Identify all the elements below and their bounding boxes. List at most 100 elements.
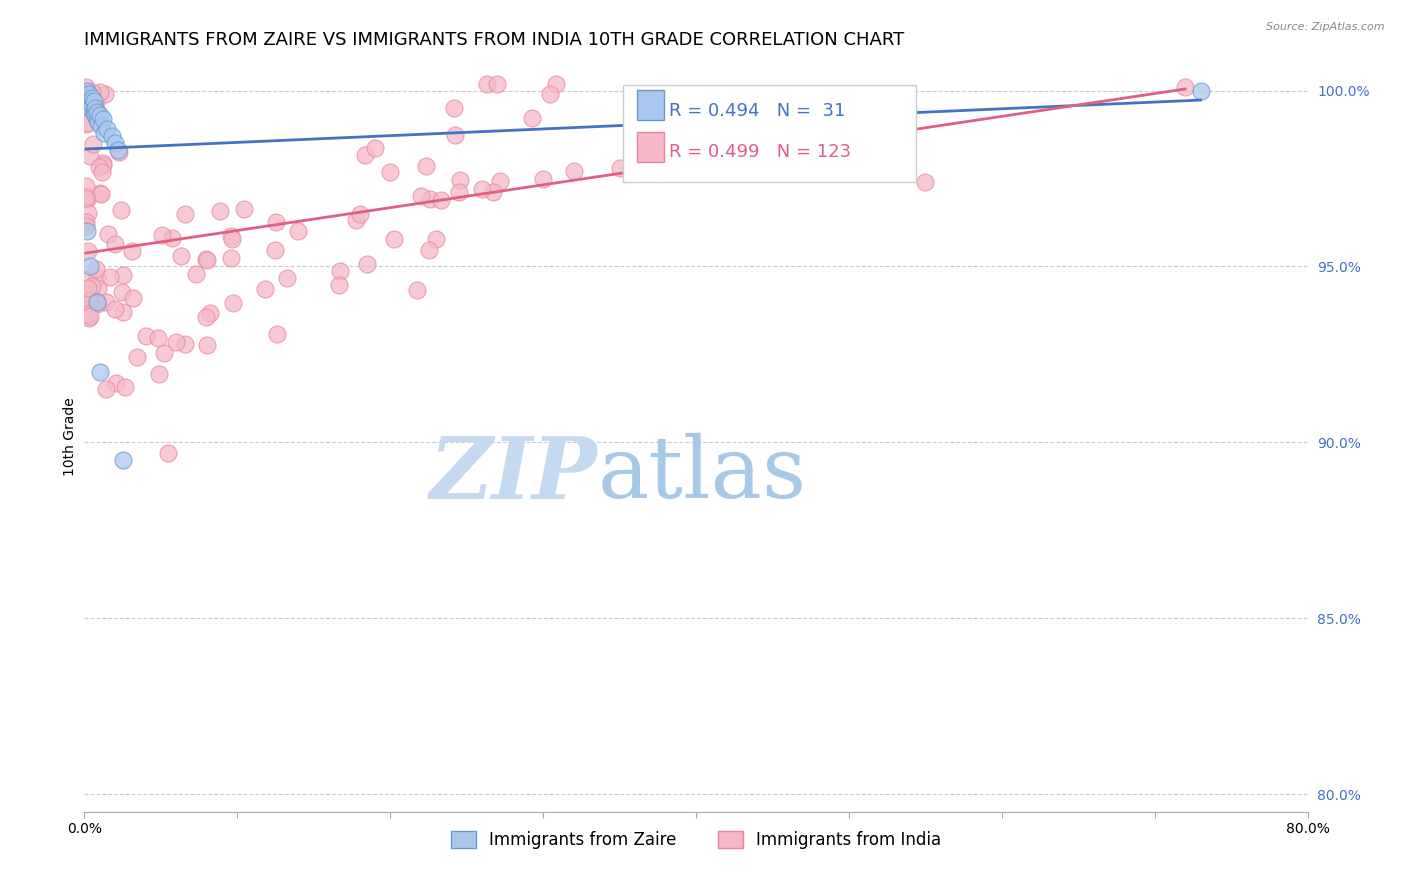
Point	[76, 191, 98, 205]
Point	[481, 186, 503, 200]
Point	[80, 292, 103, 306]
Point	[110, 203, 132, 218]
Point	[77, 98, 100, 112]
Point	[77, 311, 100, 326]
Point	[195, 338, 218, 352]
Point	[86, 104, 108, 119]
Point	[75, 117, 97, 131]
Text: ZIP: ZIP	[430, 433, 598, 516]
Point	[93, 126, 115, 140]
Point	[419, 192, 441, 206]
Point	[76, 244, 98, 258]
Point	[77, 87, 100, 101]
Point	[111, 285, 134, 300]
Point	[86, 294, 108, 309]
Point	[75, 109, 97, 123]
Point	[84, 261, 107, 276]
Point	[86, 297, 108, 311]
Point	[485, 77, 508, 91]
Point	[449, 186, 471, 200]
Point	[84, 95, 107, 110]
Point	[75, 80, 97, 95]
Point	[344, 213, 367, 227]
Point	[82, 137, 104, 152]
Point	[94, 294, 117, 309]
Point	[76, 90, 98, 104]
Point	[562, 164, 585, 178]
Point	[97, 227, 120, 242]
Point	[546, 77, 568, 91]
Point	[520, 111, 543, 125]
Text: R = 0.494   N =  31: R = 0.494 N = 31	[669, 103, 845, 120]
Text: atlas: atlas	[598, 433, 807, 516]
Point	[222, 296, 245, 310]
Point	[101, 129, 124, 144]
Point	[87, 281, 110, 295]
Point	[157, 446, 180, 460]
Point	[135, 329, 157, 343]
Point	[75, 215, 97, 229]
Point	[195, 310, 218, 324]
Point	[108, 145, 131, 160]
Point	[79, 149, 101, 163]
Point	[107, 144, 129, 158]
Point	[91, 165, 114, 179]
Point	[148, 367, 170, 381]
Point	[449, 173, 471, 187]
Point	[221, 232, 243, 246]
Point	[79, 260, 101, 274]
Point	[685, 153, 707, 168]
Point	[89, 108, 111, 122]
Point	[356, 257, 378, 271]
Point	[531, 171, 554, 186]
Point	[104, 136, 127, 151]
Text: Source: ZipAtlas.com: Source: ZipAtlas.com	[1267, 22, 1385, 32]
Point	[538, 87, 561, 102]
Point	[443, 102, 465, 116]
Point	[86, 295, 108, 310]
Point	[111, 453, 134, 467]
Point	[838, 140, 860, 154]
Point	[79, 94, 101, 108]
Text: R = 0.499   N = 123: R = 0.499 N = 123	[669, 144, 851, 161]
Point	[264, 215, 287, 229]
Point	[127, 351, 149, 365]
Point	[86, 269, 108, 284]
Point	[609, 161, 631, 175]
Point	[80, 97, 103, 112]
Point	[104, 237, 127, 252]
Point	[77, 205, 100, 219]
Point	[89, 85, 111, 99]
Point	[153, 346, 176, 360]
Point	[111, 268, 134, 282]
Point	[94, 382, 117, 396]
Point	[415, 159, 437, 173]
Point	[489, 174, 512, 188]
Point	[409, 189, 432, 203]
Point	[266, 326, 288, 341]
Point	[96, 122, 118, 136]
Point	[254, 281, 277, 295]
Point	[80, 90, 103, 104]
Text: IMMIGRANTS FROM ZAIRE VS IMMIGRANTS FROM INDIA 10TH GRADE CORRELATION CHART: IMMIGRANTS FROM ZAIRE VS IMMIGRANTS FROM…	[84, 31, 904, 49]
Point	[75, 87, 97, 101]
Point	[77, 94, 100, 108]
Point	[75, 179, 97, 194]
Point	[75, 272, 97, 286]
Point	[194, 252, 217, 267]
Point	[761, 147, 783, 161]
Point	[384, 232, 406, 246]
Point	[104, 302, 127, 317]
Point	[233, 202, 256, 216]
Point	[76, 224, 98, 238]
Point	[79, 309, 101, 323]
Point	[77, 280, 100, 294]
Point	[354, 148, 377, 162]
Point	[121, 244, 143, 258]
Point	[91, 156, 114, 170]
Point	[76, 308, 98, 322]
Point	[87, 115, 110, 129]
Point	[430, 193, 453, 207]
Point	[287, 224, 309, 238]
Point	[150, 227, 173, 242]
